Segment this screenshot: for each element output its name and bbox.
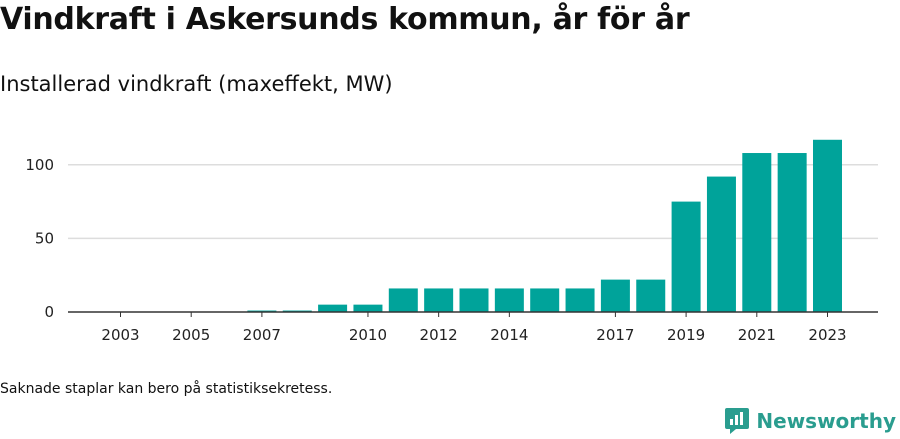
bar-2020 bbox=[706, 176, 736, 312]
bar-2015 bbox=[530, 288, 560, 312]
x-tick-label: 2010 bbox=[349, 326, 387, 344]
x-tick-label: 2003 bbox=[101, 326, 139, 344]
x-tick-label: 2021 bbox=[738, 326, 776, 344]
chart-title: Vindkraft i Askersunds kommun, år för år bbox=[0, 2, 690, 37]
x-tick-label: 2023 bbox=[808, 326, 846, 344]
brand-logo: Newsworthy bbox=[724, 407, 896, 435]
bar-2013 bbox=[459, 288, 489, 312]
x-tick-label: 2019 bbox=[667, 326, 705, 344]
bar-2021 bbox=[742, 153, 772, 312]
x-tick-label: 2005 bbox=[172, 326, 210, 344]
bar-2014 bbox=[494, 288, 524, 312]
x-tick-label: 2014 bbox=[490, 326, 528, 344]
chart-subtitle: Installerad vindkraft (maxeffekt, MW) bbox=[0, 72, 393, 96]
x-tick-label: 2017 bbox=[596, 326, 634, 344]
bar-2022 bbox=[777, 153, 807, 312]
bar-2016 bbox=[565, 288, 595, 312]
bar-2010 bbox=[353, 304, 383, 312]
brand-name: Newsworthy bbox=[756, 409, 896, 433]
bar-2009 bbox=[318, 304, 348, 312]
x-tick-label: 2012 bbox=[420, 326, 458, 344]
x-tick-label: 2007 bbox=[243, 326, 281, 344]
bar-2011 bbox=[388, 288, 418, 312]
bar-2017 bbox=[600, 279, 630, 312]
footnote: Saknade staplar kan bero på statistiksek… bbox=[0, 381, 333, 397]
y-tick-label: 50 bbox=[35, 229, 54, 247]
y-tick-label: 0 bbox=[44, 303, 54, 321]
y-tick-label: 100 bbox=[25, 156, 54, 174]
bar-2012 bbox=[424, 288, 454, 312]
bar-2018 bbox=[636, 279, 666, 312]
bar-chart: 0 50 100 2003 2005 2007 2010 2012 2014 2017 2019 20… bbox=[25, 139, 878, 344]
bar-chart-speech-bubble-icon bbox=[725, 408, 750, 434]
bar-2019 bbox=[671, 201, 701, 312]
bar-2023 bbox=[813, 139, 842, 312]
